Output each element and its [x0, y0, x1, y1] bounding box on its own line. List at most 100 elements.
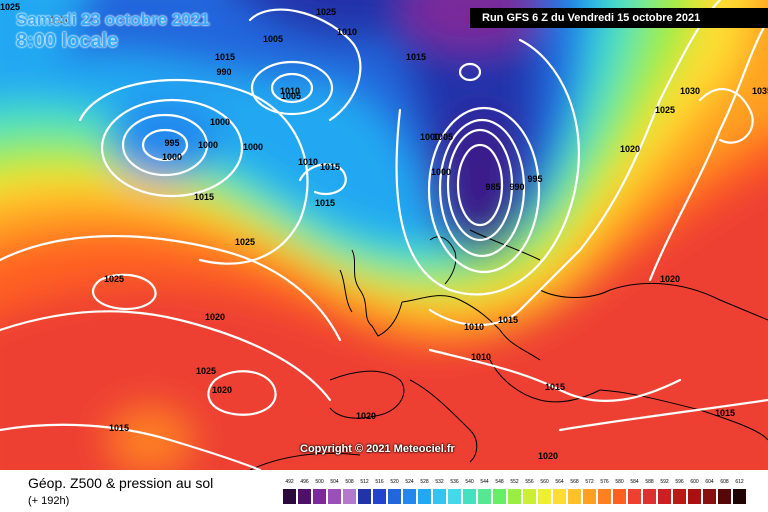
- legend-value: 492: [285, 479, 294, 485]
- legend-swatch: [478, 489, 491, 504]
- isobar-value: 1015: [109, 423, 129, 433]
- legend-swatch: [493, 489, 506, 504]
- model-run-label: Run GFS 6 Z du Vendredi 15 octobre 2021: [470, 8, 768, 28]
- coastlines: [249, 229, 768, 470]
- legend-swatch: [718, 489, 731, 504]
- isobar-value: 1025: [316, 7, 336, 17]
- legend-value: 500: [315, 479, 324, 485]
- legend-value: 588: [645, 479, 654, 485]
- isobar-value: 1010: [280, 86, 300, 96]
- legend-swatch: [418, 489, 431, 504]
- legend-swatch: [598, 489, 611, 504]
- legend-swatch: [313, 489, 326, 504]
- forecast-time: 8:00 locale: [16, 30, 119, 52]
- legend-value: 604: [705, 479, 714, 485]
- legend-swatch: [433, 489, 446, 504]
- isobar-value: 1035: [752, 86, 768, 96]
- isobar-value: 1025: [235, 237, 255, 247]
- isobar-value: 995: [527, 174, 542, 184]
- chart-title: Géop. Z500 & pression au sol: [28, 475, 214, 491]
- legend-swatch: [373, 489, 386, 504]
- legend-value: 560: [540, 479, 549, 485]
- isobar-value: 1015: [406, 52, 426, 62]
- isobar-value: 1020: [50, 15, 70, 25]
- isobar-value: 1025: [196, 366, 216, 376]
- color-legend-bar: [283, 489, 751, 504]
- legend-value: 504: [330, 479, 339, 485]
- isobar-value: 1025: [104, 274, 124, 284]
- legend-value: 512: [360, 479, 369, 485]
- legend-value: 568: [570, 479, 579, 485]
- forecast-valid-time: Samedi 23 octobre 2021 8:00 locale: [16, 10, 210, 53]
- isobar-value: 1025: [0, 2, 20, 12]
- legend-swatch: [298, 489, 311, 504]
- legend-swatch: [358, 489, 371, 504]
- legend-swatch: [658, 489, 671, 504]
- isobar-value: 1000: [162, 152, 182, 162]
- legend-value: 536: [450, 479, 459, 485]
- legend-value: 544: [480, 479, 489, 485]
- isobar-value: 1015: [215, 52, 235, 62]
- isobar-value: 1015: [545, 382, 565, 392]
- legend-value: 580: [615, 479, 624, 485]
- legend-swatch: [508, 489, 521, 504]
- legend-value: 608: [720, 479, 729, 485]
- isobar-value: 1000: [210, 117, 230, 127]
- legend-swatch: [523, 489, 536, 504]
- isobar-value: 995: [164, 138, 179, 148]
- isobar-value: 1000: [243, 142, 263, 152]
- legend-swatch: [703, 489, 716, 504]
- legend-swatch: [448, 489, 461, 504]
- legend-value: 576: [600, 479, 609, 485]
- legend-value: 600: [690, 479, 699, 485]
- weather-map: 1025102010051010101599099510001025101010…: [0, 0, 768, 470]
- forecast-lead-time: (+ 192h): [28, 495, 70, 507]
- isobar-value: 1005: [263, 34, 283, 44]
- legend-swatch: [733, 489, 746, 504]
- footer: Géop. Z500 & pression au sol (+ 192h) 49…: [0, 470, 768, 512]
- legend-swatch: [613, 489, 626, 504]
- isobar-value: 1015: [194, 192, 214, 202]
- copyright-text: Copyright © 2021 Meteociel.fr: [300, 443, 455, 455]
- isobar-value: 1015: [715, 408, 735, 418]
- legend-value: 552: [510, 479, 519, 485]
- legend-swatch: [343, 489, 356, 504]
- legend-value: 572: [585, 479, 594, 485]
- legend-value: 532: [435, 479, 444, 485]
- legend-value: 548: [495, 479, 504, 485]
- legend-swatch: [568, 489, 581, 504]
- legend-value: 524: [405, 479, 414, 485]
- legend-swatch: [463, 489, 476, 504]
- legend-swatch: [403, 489, 416, 504]
- isobar-value: 1020: [212, 385, 232, 395]
- legend-value: 596: [675, 479, 684, 485]
- isobar-value: 1010: [471, 352, 491, 362]
- isobar-value: 1015: [315, 198, 335, 208]
- isobars: [0, 0, 768, 470]
- legend-value: 496: [300, 479, 309, 485]
- legend-value: 556: [525, 479, 534, 485]
- isobar-value: 1030: [680, 86, 700, 96]
- isobar-value: 1020: [538, 451, 558, 461]
- isobar-value: 1005: [433, 132, 453, 142]
- legend-scale-labels: 492 496 500 504 508 512 516 520 524 528 532 536 540 5…: [283, 479, 751, 487]
- isobar-labels: 1025102010051010101599099510001025101010…: [0, 2, 768, 461]
- legend-swatch: [553, 489, 566, 504]
- isobar-value: 1025: [655, 105, 675, 115]
- isobar-value: 1020: [205, 312, 225, 322]
- isobar-value: 1020: [620, 144, 640, 154]
- isobar-value: 1000: [420, 132, 440, 142]
- legend-value: 528: [420, 479, 429, 485]
- legend-swatch: [583, 489, 596, 504]
- legend-value: 612: [735, 479, 744, 485]
- legend-swatch: [643, 489, 656, 504]
- legend-swatch: [688, 489, 701, 504]
- legend-value: 540: [465, 479, 474, 485]
- isobar-value: 1020: [356, 411, 376, 421]
- geopotential-fill: [0, 0, 768, 470]
- isobar-value: 1000: [431, 167, 451, 177]
- legend-swatch: [628, 489, 641, 504]
- legend-value: 516: [375, 479, 384, 485]
- isobar-value: 1015: [320, 162, 340, 172]
